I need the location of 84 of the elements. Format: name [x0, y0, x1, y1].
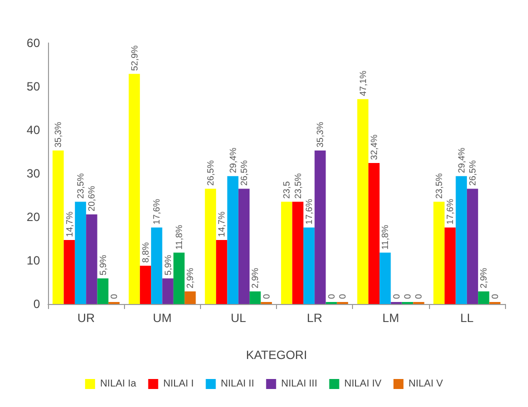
data-label: 32,4%	[368, 134, 379, 160]
x-axis-title: KATEGORI	[246, 348, 308, 362]
data-label: 52,9%	[129, 45, 140, 71]
data-label: 2,9%	[250, 268, 260, 288]
bar	[292, 202, 304, 304]
data-label: 0	[490, 294, 500, 299]
bar	[204, 188, 216, 304]
bar	[74, 202, 86, 304]
data-label: 26,5%	[205, 160, 216, 186]
bar	[444, 227, 456, 304]
data-label: 29,4%	[456, 148, 466, 174]
data-label: 17,6%	[445, 198, 456, 224]
data-label: 23,5%	[292, 173, 303, 199]
data-label: 23,5%	[76, 173, 86, 199]
bar	[86, 214, 98, 304]
data-label: 0	[326, 294, 336, 299]
bar	[368, 163, 380, 304]
y-tick-label: 40	[26, 123, 40, 137]
legend-label: NILAI V	[408, 378, 444, 390]
bar	[478, 291, 490, 304]
data-label: 8,8%	[140, 242, 150, 263]
x-tick-label: LR	[306, 311, 323, 325]
y-tick-label: 50	[26, 80, 40, 94]
data-label: 0	[261, 294, 272, 299]
data-label: 11,8%	[380, 224, 390, 250]
data-label: 14,7%	[64, 212, 74, 238]
data-label: 23,5%	[434, 173, 444, 199]
x-tick-label: LL	[460, 311, 474, 325]
data-label: 0	[109, 294, 120, 299]
data-label: 2,9%	[478, 268, 489, 288]
bar	[227, 176, 238, 304]
legend-label: NILAI I	[163, 378, 194, 390]
bar	[97, 278, 108, 304]
y-tick-label: 20	[26, 210, 40, 224]
bar	[314, 150, 326, 304]
data-label: 23,5	[282, 181, 292, 199]
data-label: 47,1%	[358, 70, 368, 96]
bar	[281, 202, 292, 304]
bar	[250, 291, 261, 304]
bar	[456, 176, 467, 304]
bar	[162, 278, 174, 304]
x-tick-label: UR	[77, 311, 96, 325]
y-tick-label: 0	[33, 297, 40, 311]
bar	[238, 188, 250, 304]
data-label: 0	[391, 294, 402, 299]
legend-label: NILAI IV	[344, 378, 382, 390]
legend-label: NILAI II	[220, 378, 254, 390]
bar	[380, 252, 391, 304]
data-label: 26,5%	[468, 160, 478, 186]
data-label: 11,8%	[174, 224, 184, 250]
bar	[128, 74, 140, 304]
y-tick-label: 30	[26, 166, 40, 180]
legend-label: NILAI Ia	[100, 378, 137, 390]
bar	[357, 99, 368, 304]
data-label: 5,9%	[98, 254, 108, 276]
data-label: 5,9%	[162, 254, 173, 276]
data-label: 14,7%	[216, 212, 227, 238]
y-tick-label: 60	[26, 36, 40, 50]
data-label: 17,6%	[304, 198, 314, 224]
legend-label: NILAI III	[281, 378, 318, 390]
data-label: 29,4%	[228, 148, 238, 174]
bar	[52, 150, 64, 304]
y-tick-label: 10	[26, 254, 40, 268]
x-tick-label: UL	[230, 311, 246, 325]
data-label: 35,3%	[53, 122, 64, 148]
bar	[140, 266, 152, 304]
bar	[466, 188, 478, 304]
bar	[216, 240, 228, 304]
bar	[173, 252, 185, 304]
bar	[433, 202, 445, 304]
bar	[151, 227, 162, 304]
data-label: 35,3%	[315, 122, 326, 148]
x-tick-label: LM	[382, 311, 400, 325]
bar	[303, 227, 315, 304]
bar	[64, 240, 75, 304]
bar	[184, 291, 196, 304]
x-tick-label: UM	[152, 311, 172, 325]
data-label: 0	[402, 294, 413, 299]
data-label: 0	[414, 294, 424, 299]
data-label: 0	[338, 294, 348, 299]
data-label: 26,5%	[239, 160, 249, 186]
data-label: 20,6%	[86, 186, 97, 212]
data-label: 2,9%	[185, 268, 196, 288]
data-label: 17,6%	[152, 198, 162, 224]
